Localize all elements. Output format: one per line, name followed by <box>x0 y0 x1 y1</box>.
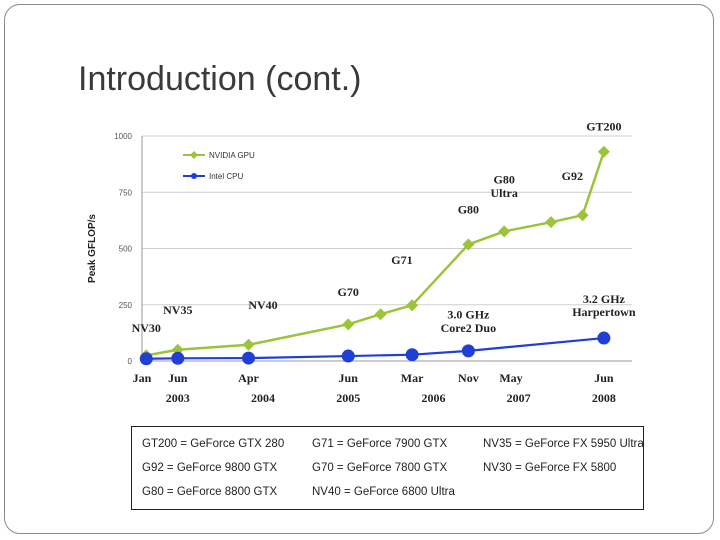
nvidia-gpu-point <box>374 308 387 321</box>
intel-cpu-point <box>171 351 185 365</box>
x-year-label: 2007 <box>507 391 531 405</box>
nvidia-gpu-line <box>146 151 606 357</box>
intel-cpu-point <box>405 348 419 362</box>
nvidia-gpu-point <box>576 209 589 222</box>
intel-cpu-point <box>242 351 256 365</box>
chart-annotation: GT200 <box>586 119 621 133</box>
x-month-label: Mar <box>401 371 424 385</box>
legend-entry-nv35: NV35 = GeForce FX 5950 Ultra <box>483 438 644 450</box>
x-year-label: 2008 <box>592 391 616 405</box>
x-month-label: Apr <box>238 371 259 385</box>
intel-cpu-point <box>461 344 475 358</box>
chart-annotation: Harpertown <box>572 305 636 319</box>
legend-entry-g80: G80 = GeForce 8800 GTX <box>142 486 278 498</box>
nvidia-gpu-point <box>406 299 419 312</box>
chart-annotation: G71 <box>391 253 412 267</box>
legend-entry-g92: G92 = GeForce 9800 GTX <box>142 462 278 474</box>
x-year-label: 2005 <box>336 391 360 405</box>
x-month-label: Jan <box>133 371 152 385</box>
chart-annotation: G80 <box>494 172 515 186</box>
chart-annotation: 3.2 GHz <box>583 292 626 306</box>
x-month-label: Jun <box>594 371 614 385</box>
legend-nvidia-label: NVIDIA GPU <box>209 151 255 160</box>
y-tick-label: 250 <box>119 301 133 310</box>
chart-annotation: 3.0 GHz <box>447 308 490 322</box>
chart-annotation: G92 <box>562 169 583 183</box>
legend-nvidia-marker <box>190 151 198 159</box>
intel-cpu-point <box>597 331 611 345</box>
gpu-legend-table: GT200 = GeForce GTX 280 G92 = GeForce 98… <box>131 426 644 510</box>
legend-intel-marker <box>191 173 197 179</box>
intel-cpu-point <box>341 349 355 363</box>
chart-annotation: Core2 Duo <box>441 321 496 335</box>
legend-entry-g70: G70 = GeForce 7800 GTX <box>312 462 448 474</box>
nvidia-gpu-point <box>462 238 475 251</box>
x-year-label: 2004 <box>251 391 275 405</box>
legend-entry-g71: G71 = GeForce 7900 GTX <box>312 438 448 450</box>
chart-annotation: G80 <box>458 203 479 217</box>
nvidia-gpu-point <box>545 216 558 229</box>
x-month-label: Jun <box>339 371 359 385</box>
y-tick-label: 1000 <box>114 132 132 141</box>
chart-annotation: G70 <box>338 285 359 299</box>
chart-annotation: NV40 <box>248 298 277 312</box>
legend-entry-nv30: NV30 = GeForce FX 5800 <box>483 462 617 474</box>
nvidia-gpu-point <box>342 318 355 331</box>
x-month-label: Jun <box>168 371 188 385</box>
chart-annotation: NV35 <box>163 303 192 317</box>
y-tick-label: 750 <box>119 188 133 197</box>
x-month-label: May <box>499 371 522 385</box>
legend-intel-label: Intel CPU <box>209 172 243 181</box>
legend-entry-nv40: NV40 = GeForce 6800 Ultra <box>312 486 455 498</box>
nvidia-gpu-point <box>498 225 511 238</box>
y-axis-label: Peak GFLOP/s <box>87 214 98 283</box>
x-year-label: 2006 <box>421 391 445 405</box>
chart-annotation: Ultra <box>491 186 518 200</box>
y-tick-label: 500 <box>119 245 133 254</box>
x-year-label: 2003 <box>166 391 190 405</box>
nvidia-gpu-point <box>597 145 610 158</box>
y-tick-label: 0 <box>128 357 133 366</box>
intel-cpu-point <box>139 352 153 366</box>
legend-entry-gt200: GT200 = GeForce GTX 280 <box>142 438 285 450</box>
nvidia-gpu-point <box>242 338 255 351</box>
slide-title: Introduction (cont.) <box>78 60 362 98</box>
x-month-label: Nov <box>458 371 479 385</box>
chart-annotation: NV30 <box>132 321 161 335</box>
